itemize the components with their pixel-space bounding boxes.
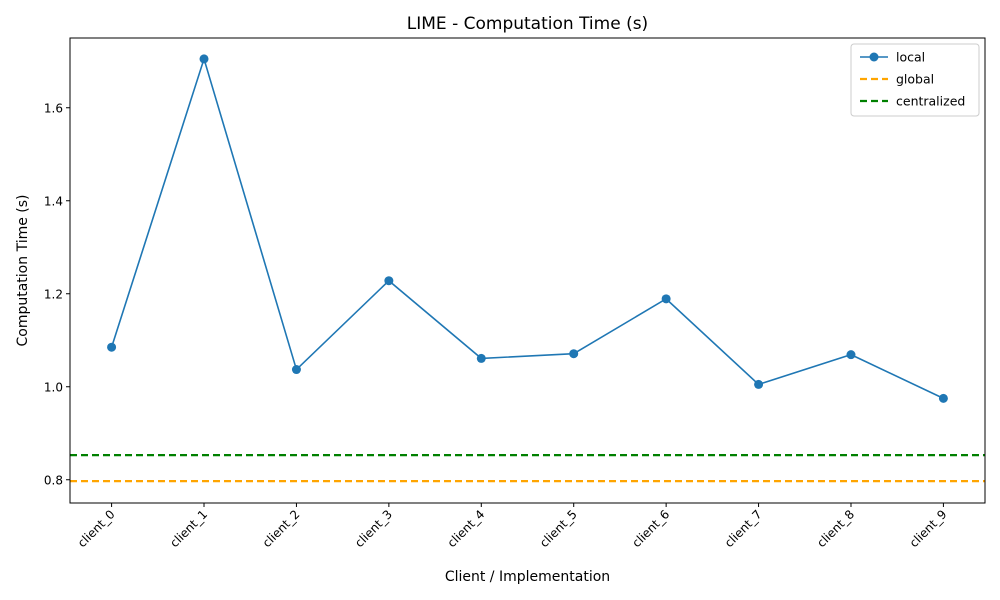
legend-marker-local — [869, 52, 879, 62]
legend: local global centralized — [850, 43, 980, 117]
local-point-client_5 — [569, 349, 579, 359]
legend-label-global: global — [896, 72, 934, 87]
chart-title: LIME - Computation Time (s) — [407, 14, 648, 34]
legend-label-local: local — [896, 50, 925, 65]
local-point-client_9 — [938, 393, 948, 403]
y-tick-label: 1.6 — [44, 101, 63, 115]
y-axis-title: Computation Time (s) — [15, 194, 31, 346]
y-tick-label: 1.4 — [44, 194, 63, 208]
local-point-client_8 — [846, 350, 856, 360]
local-point-client_0 — [107, 342, 117, 352]
local-point-client_4 — [476, 353, 486, 363]
legend-box — [850, 43, 980, 117]
local-point-client_7 — [754, 379, 764, 389]
y-axis: 0.8 1.0 1.2 1.4 1.6 — [44, 101, 70, 487]
legend-label-centralized: centralized — [896, 94, 965, 109]
y-tick-label: 1.2 — [44, 287, 63, 301]
plot-frame — [69, 37, 986, 504]
local-point-client_1 — [199, 54, 209, 64]
y-tick-label: 1.0 — [44, 380, 63, 394]
local-point-client_3 — [384, 276, 394, 286]
local-point-client_2 — [291, 365, 301, 375]
plot-area — [70, 54, 985, 483]
x-axis-title: Client / Implementation — [445, 569, 610, 585]
local-point-client_6 — [661, 294, 671, 304]
y-tick-label: 0.8 — [44, 473, 63, 487]
local-series-line — [110, 56, 944, 400]
